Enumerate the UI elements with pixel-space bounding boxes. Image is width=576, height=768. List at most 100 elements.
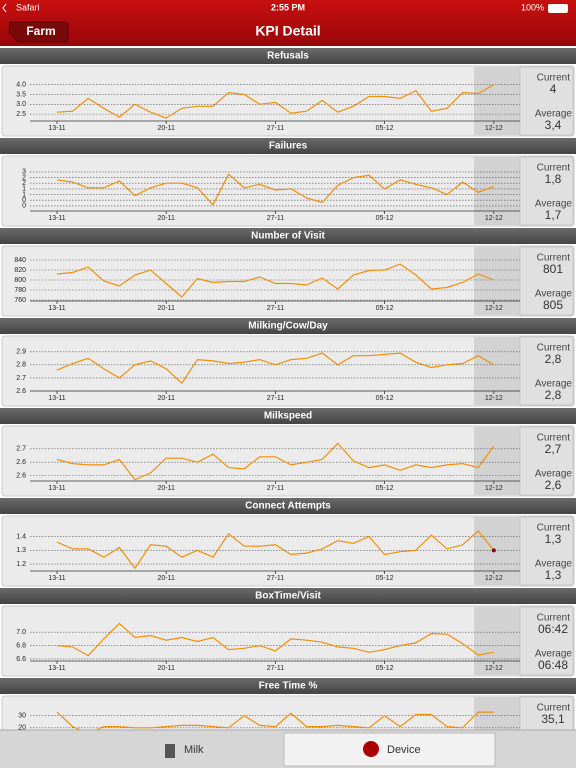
x-tick-label: 20-11 bbox=[158, 575, 175, 582]
y-tick-label: 2 bbox=[22, 180, 26, 187]
y-tick-label: 2.6 bbox=[16, 459, 26, 466]
current-label: Current bbox=[537, 433, 571, 444]
current-value: 2,8 bbox=[545, 352, 562, 366]
y-tick-label: 2 bbox=[22, 174, 26, 181]
recent-shade bbox=[474, 607, 520, 675]
average-value: 2,6 bbox=[545, 478, 562, 492]
current-value: 1,3 bbox=[545, 532, 562, 546]
recent-shade bbox=[474, 427, 520, 495]
section-title: BoxTime/Visit bbox=[255, 591, 321, 602]
x-tick-label: 20-11 bbox=[158, 215, 175, 222]
y-tick-label: 3 bbox=[22, 169, 26, 176]
section-title: Milkspeed bbox=[264, 411, 312, 422]
section-header bbox=[0, 48, 576, 64]
y-tick-label: 0 bbox=[22, 197, 26, 204]
chart-panel bbox=[1, 515, 575, 587]
current-value: 06:42 bbox=[538, 622, 568, 636]
recent-shade bbox=[474, 337, 520, 405]
y-tick-label: 2.9 bbox=[16, 349, 26, 356]
tab-milk[interactable]: Milk bbox=[184, 744, 204, 756]
x-tick-label: 13-11 bbox=[48, 215, 65, 222]
x-tick-label: 05-12 bbox=[376, 125, 394, 132]
x-tick-label: 05-12 bbox=[376, 575, 394, 582]
summary-panel bbox=[519, 696, 574, 730]
x-tick-label: 05-12 bbox=[376, 395, 394, 402]
tab-selected-bg bbox=[283, 732, 496, 767]
y-tick-label: 3.5 bbox=[16, 91, 26, 98]
x-tick-label: 27-11 bbox=[267, 395, 284, 402]
section-title: Refusals bbox=[267, 51, 309, 62]
x-tick-label: 27-11 bbox=[267, 665, 284, 672]
x-tick-label: 05-12 bbox=[376, 665, 394, 672]
x-tick-label: 13-11 bbox=[48, 485, 65, 492]
y-tick-label: 780 bbox=[14, 287, 26, 294]
chart-panel bbox=[1, 155, 575, 227]
kpi-line bbox=[56, 352, 495, 385]
current-value: 1,8 bbox=[545, 172, 562, 186]
chart-panel bbox=[1, 695, 575, 730]
average-value: 1,7 bbox=[545, 208, 562, 222]
section-header bbox=[0, 408, 576, 424]
average-label: Average bbox=[535, 469, 573, 480]
current-label: Current bbox=[537, 73, 571, 84]
device-icon[interactable] bbox=[363, 741, 379, 757]
back-button-label[interactable]: Farm bbox=[26, 24, 55, 38]
x-tick-label: 27-11 bbox=[267, 485, 284, 492]
y-tick-label: 1.2 bbox=[16, 561, 26, 568]
status-back-app: Safari bbox=[16, 2, 40, 12]
y-tick-label: 1.4 bbox=[16, 533, 26, 540]
kpi-line bbox=[56, 530, 495, 570]
summary-panel bbox=[519, 336, 574, 406]
summary-panel bbox=[519, 156, 574, 226]
recent-shade bbox=[474, 697, 520, 730]
y-tick-label: 0 bbox=[22, 203, 26, 210]
average-label: Average bbox=[535, 289, 573, 300]
summary-panel bbox=[519, 606, 574, 676]
average-label: Average bbox=[535, 649, 573, 660]
summary-panel bbox=[519, 66, 574, 136]
nav-title: KPI Detail bbox=[255, 23, 320, 39]
y-tick-label: 840 bbox=[14, 257, 26, 264]
x-tick-label: 13-11 bbox=[48, 125, 65, 132]
status-battery: 100% bbox=[521, 2, 544, 12]
chart-panel bbox=[1, 425, 575, 497]
back-button[interactable] bbox=[8, 21, 69, 43]
x-tick-label: 12-12 bbox=[485, 575, 503, 582]
section-header bbox=[0, 318, 576, 334]
average-value: 805 bbox=[543, 298, 563, 312]
x-tick-label: 12-12 bbox=[485, 395, 503, 402]
end-marker bbox=[491, 548, 496, 553]
current-label: Current bbox=[537, 163, 571, 174]
x-tick-label: 20-11 bbox=[158, 665, 175, 672]
current-label: Current bbox=[537, 703, 571, 714]
chart-panel bbox=[1, 65, 575, 137]
summary-panel bbox=[519, 426, 574, 496]
section-header bbox=[0, 678, 576, 694]
milk-icon[interactable] bbox=[165, 744, 175, 758]
y-tick-label: 6.6 bbox=[16, 656, 26, 663]
x-tick-label: 27-11 bbox=[267, 215, 284, 222]
x-tick-label: 13-11 bbox=[48, 665, 65, 672]
average-label: Average bbox=[535, 199, 573, 210]
y-tick-label: 1 bbox=[22, 186, 26, 193]
y-tick-label: 30 bbox=[18, 713, 26, 720]
top-bar bbox=[0, 0, 576, 46]
current-label: Current bbox=[537, 523, 571, 534]
x-tick-label: 27-11 bbox=[267, 575, 284, 582]
x-tick-label: 05-12 bbox=[376, 485, 394, 492]
x-tick-label: 12-12 bbox=[485, 125, 503, 132]
current-value: 4 bbox=[550, 82, 557, 96]
kpi-line bbox=[56, 173, 495, 206]
average-value: 3,4 bbox=[545, 118, 562, 132]
kpi-line bbox=[56, 711, 494, 730]
x-tick-label: 12-12 bbox=[485, 305, 503, 312]
summary-panel bbox=[519, 516, 574, 586]
x-tick-label: 20-11 bbox=[158, 485, 175, 492]
tab-device[interactable]: Device bbox=[387, 744, 421, 756]
kpi-list: Refusals 2.5 3.0 3.5 4.0 13-11 20-11 27-11 05-12… bbox=[0, 48, 576, 730]
x-tick-label: 12-12 bbox=[485, 215, 503, 222]
section-title: Milking/Cow/Day bbox=[248, 321, 328, 332]
section-header bbox=[0, 588, 576, 604]
y-tick-label: 1 bbox=[22, 191, 26, 198]
